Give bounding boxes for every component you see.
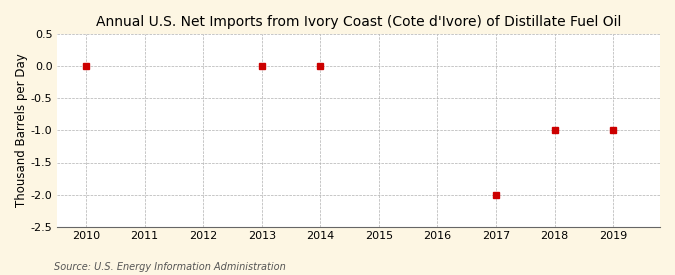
Text: Source: U.S. Energy Information Administration: Source: U.S. Energy Information Administ…: [54, 262, 286, 272]
Y-axis label: Thousand Barrels per Day: Thousand Barrels per Day: [15, 54, 28, 207]
Title: Annual U.S. Net Imports from Ivory Coast (Cote d'Ivore) of Distillate Fuel Oil: Annual U.S. Net Imports from Ivory Coast…: [96, 15, 621, 29]
